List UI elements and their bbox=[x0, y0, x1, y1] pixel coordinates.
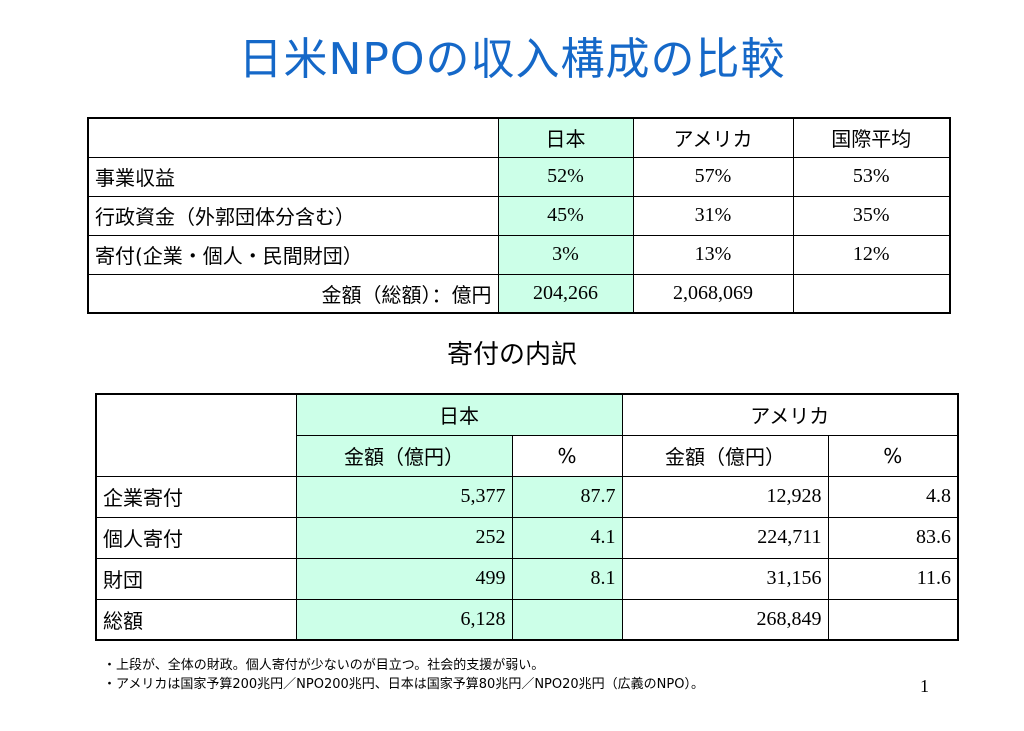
us-percent bbox=[827, 598, 959, 641]
row-label: 行政資金（外郭団体分含む） bbox=[87, 195, 499, 236]
table-row: 企業寄付 5,377 87.7 12,928 4.8 bbox=[95, 475, 959, 518]
jp-amount: 499 bbox=[295, 557, 513, 600]
jp-percent: 8.1 bbox=[511, 557, 623, 600]
jp-amount: 252 bbox=[295, 516, 513, 559]
header-usa: アメリカ bbox=[632, 117, 794, 158]
us-amount: 31,156 bbox=[621, 557, 829, 600]
us-percent: 11.6 bbox=[827, 557, 959, 600]
income-comparison-table: 日本 アメリカ 国際平均 事業収益 52% 57% 53% 行政資金（外郭団体分… bbox=[87, 117, 951, 314]
intl-value: 12% bbox=[792, 234, 951, 275]
header-empty-cell bbox=[95, 393, 297, 477]
usa-value: 13% bbox=[632, 234, 794, 275]
us-amount: 12,928 bbox=[621, 475, 829, 518]
usa-value: 57% bbox=[632, 156, 794, 197]
total-label: 金額（総額）：億円 bbox=[87, 273, 499, 314]
japan-total: 204,266 bbox=[497, 273, 634, 314]
table-row: 個人寄付 252 4.1 224,711 83.6 bbox=[95, 516, 959, 559]
us-amount: 268,849 bbox=[621, 598, 829, 641]
jp-percent: 87.7 bbox=[511, 475, 623, 518]
page-number: 1 bbox=[920, 676, 929, 696]
japan-value: 45% bbox=[497, 195, 634, 236]
jp-amount: 5,377 bbox=[295, 475, 513, 518]
table-row: 寄付(企業・個人・民間財団） 3% 13% 12% bbox=[87, 234, 951, 275]
row-label: 総額 bbox=[95, 598, 297, 641]
page-title: 日米NPOの収入構成の比較 bbox=[238, 34, 786, 85]
jp-percent: 4.1 bbox=[511, 516, 623, 559]
header-intl-average: 国際平均 bbox=[792, 117, 951, 158]
header-empty-cell bbox=[87, 117, 499, 158]
header-jp-amount: 金額（億円） bbox=[295, 434, 513, 477]
intl-value: 53% bbox=[792, 156, 951, 197]
total-row: 金額（総額）：億円 204,266 2,068,069 bbox=[87, 273, 951, 314]
japan-value: 52% bbox=[497, 156, 634, 197]
row-label: 事業収益 bbox=[87, 156, 499, 197]
us-percent: 4.8 bbox=[827, 475, 959, 518]
row-label: 財団 bbox=[95, 557, 297, 600]
intl-value: 35% bbox=[792, 195, 951, 236]
intl-total bbox=[792, 273, 951, 314]
row-label: 個人寄付 bbox=[95, 516, 297, 559]
row-label: 企業寄付 bbox=[95, 475, 297, 518]
jp-percent bbox=[511, 598, 623, 641]
table-header-row: 日本 アメリカ 国際平均 bbox=[87, 117, 951, 158]
header-usa: アメリカ bbox=[621, 393, 959, 436]
footnotes: ・上段が、全体の財政。個人寄付が少ないのが目立つ。社会的支援が弱い。 ・アメリカ… bbox=[103, 656, 704, 694]
japan-value: 3% bbox=[497, 234, 634, 275]
footnote: ・上段が、全体の財政。個人寄付が少ないのが目立つ。社会的支援が弱い。 bbox=[103, 658, 545, 673]
us-amount: 224,711 bbox=[621, 516, 829, 559]
header-us-amount: 金額（億円） bbox=[621, 434, 829, 477]
us-percent: 83.6 bbox=[827, 516, 959, 559]
header-us-percent: % bbox=[827, 434, 959, 477]
usa-value: 31% bbox=[632, 195, 794, 236]
donation-breakdown-table: 日本 アメリカ 金額（億円） % 金額（億円） % 企業寄付 5,377 87.… bbox=[95, 393, 959, 641]
table-row: 財団 499 8.1 31,156 11.6 bbox=[95, 557, 959, 600]
table-row: 行政資金（外郭団体分含む） 45% 31% 35% bbox=[87, 195, 951, 236]
group-header-row: 日本 アメリカ bbox=[95, 393, 959, 477]
table-row: 事業収益 52% 57% 53% bbox=[87, 156, 951, 197]
total-row: 総額 6,128 268,849 bbox=[95, 598, 959, 641]
jp-amount: 6,128 bbox=[295, 598, 513, 641]
header-japan: 日本 bbox=[497, 117, 634, 158]
header-japan: 日本 bbox=[295, 393, 623, 436]
footnote: ・アメリカは国家予算200兆円／NPO200兆円、日本は国家予算80兆円／NPO… bbox=[103, 677, 704, 692]
header-jp-percent: % bbox=[511, 434, 623, 477]
usa-total: 2,068,069 bbox=[632, 273, 794, 314]
section-subtitle: 寄付の内訳 bbox=[446, 340, 577, 370]
row-label: 寄付(企業・個人・民間財団） bbox=[87, 234, 499, 275]
